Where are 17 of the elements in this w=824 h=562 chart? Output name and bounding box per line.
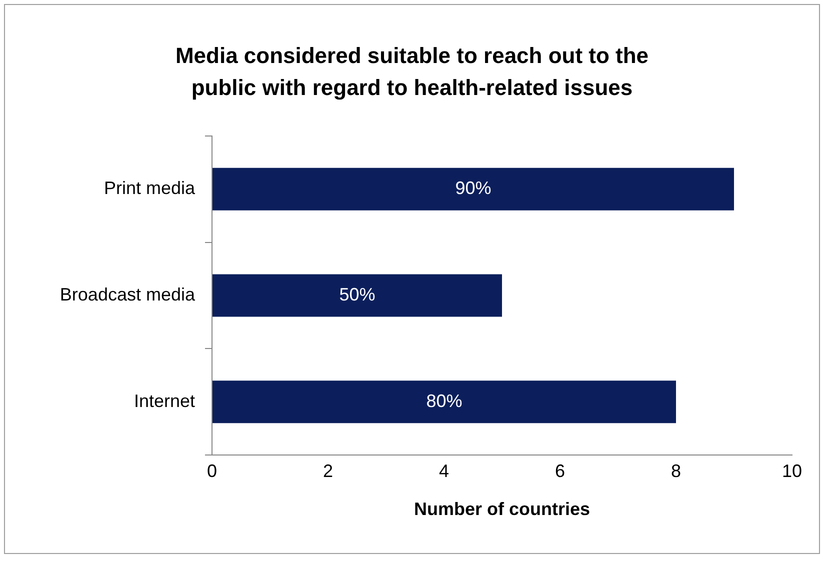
- x-tick-label: 8: [670, 460, 682, 481]
- x-tick-label: 6: [554, 460, 566, 481]
- x-tick-label: 4: [438, 460, 450, 481]
- y-tick-label: Print media: [104, 178, 196, 198]
- y-tick-label: Internet: [134, 390, 195, 411]
- bar: [212, 168, 734, 210]
- bar: [212, 380, 676, 424]
- chart-title: Media considered suitable to reach out to the public with regard to health-related issues: [174, 42, 650, 102]
- annotation: 90%: [455, 178, 492, 198]
- x-tick-label: 10: [782, 460, 802, 481]
- bar: [212, 274, 502, 317]
- x-axis-title: Number of countries: [414, 499, 590, 520]
- x-tick-label: 2: [322, 460, 334, 481]
- annotation: 80%: [426, 390, 462, 411]
- x-tick-label: 0: [206, 460, 218, 481]
- annotation: 50%: [339, 284, 376, 304]
- y-tick-label: Broadcast media: [60, 284, 196, 304]
